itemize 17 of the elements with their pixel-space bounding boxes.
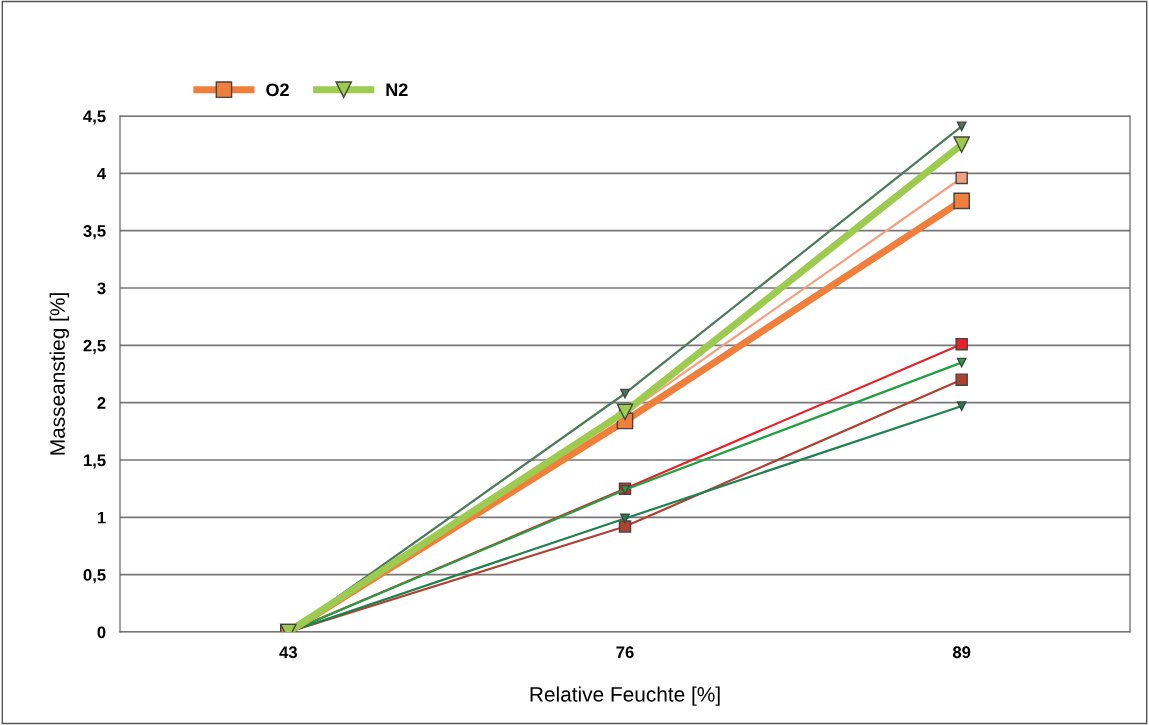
y-tick-label: 0,5 [83, 569, 106, 584]
y-tick-label: 4 [97, 167, 107, 180]
y-tick-label: 4,5 [83, 110, 106, 125]
y-tick-label: 2,5 [83, 339, 106, 354]
legend-label: N2 [386, 83, 408, 96]
y-tick-label: 1,5 [83, 454, 106, 469]
y-tick-label: 1 [97, 511, 106, 524]
y-tick-label: 0 [97, 626, 106, 639]
y-axis-title: Masseanstieg [%] [49, 293, 70, 455]
x-axis-title: Relative Feuchte [%] [530, 686, 720, 706]
x-tick-label: 43 [279, 646, 297, 659]
y-tick-label: 3 [97, 282, 106, 295]
x-tick-label: 89 [952, 646, 971, 659]
x-tick-label: 76 [616, 646, 634, 659]
legend-label: O2 [266, 83, 289, 97]
y-tick-label: 2 [97, 397, 106, 409]
y-tick-label: 3,5 [83, 225, 106, 240]
